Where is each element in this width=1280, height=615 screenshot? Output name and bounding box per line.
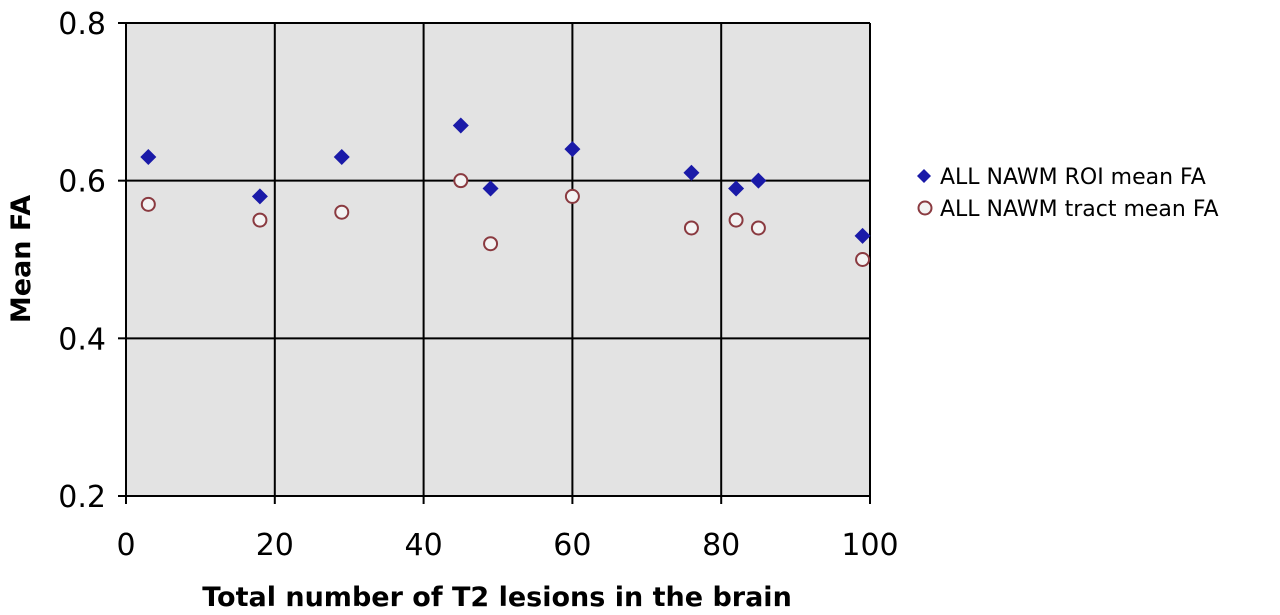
axes xyxy=(125,23,870,497)
tract-data-point xyxy=(334,204,350,220)
x-axis-title: Total number of T2 lesions in the brain xyxy=(202,582,792,613)
tract-data-point xyxy=(140,196,156,212)
tract-data-point xyxy=(483,236,499,252)
tract-data-point xyxy=(564,188,580,204)
roi-data-point xyxy=(750,172,767,189)
tract-data-point xyxy=(728,212,744,228)
y-tick-label: 0.8 xyxy=(58,7,106,42)
roi-data-point xyxy=(854,227,871,244)
tract-data-point xyxy=(252,212,268,228)
roi-data-point xyxy=(140,149,157,166)
roi-data-point xyxy=(452,117,469,134)
legend-label-tract: ALL NAWM tract mean FA xyxy=(940,197,1219,222)
legend-circle-marker xyxy=(917,200,933,216)
legend-item-roi: ALL NAWM ROI mean FA xyxy=(917,165,1206,190)
data-points xyxy=(140,117,871,267)
legend: ALL NAWM ROI mean FA ALL NAWM tract mean… xyxy=(917,165,1219,222)
roi-data-point xyxy=(683,164,700,181)
tract-data-point xyxy=(750,220,766,236)
y-axis-ticks: 0.2 0.4 0.6 0.8 xyxy=(58,7,126,515)
x-tick-label: 20 xyxy=(256,528,294,563)
y-tick-label: 0.4 xyxy=(58,322,106,357)
legend-label-roi: ALL NAWM ROI mean FA xyxy=(940,165,1206,190)
tract-data-point xyxy=(683,220,699,236)
tract-data-point xyxy=(453,173,469,189)
tract-data-point xyxy=(855,252,871,267)
roi-data-point xyxy=(564,141,581,158)
x-tick-label: 100 xyxy=(841,528,898,563)
x-tick-label: 80 xyxy=(702,528,740,563)
x-tick-label: 60 xyxy=(553,528,591,563)
roi-data-point xyxy=(482,180,499,197)
roi-data-point xyxy=(728,180,745,197)
y-tick-label: 0.2 xyxy=(58,480,106,515)
roi-data-point xyxy=(333,149,350,166)
plot-area-background xyxy=(126,23,870,496)
roi-data-point xyxy=(251,188,268,205)
x-axis-ticks: 0 20 40 60 80 100 xyxy=(116,496,899,563)
legend-item-tract: ALL NAWM tract mean FA xyxy=(917,197,1219,222)
y-axis-title: Mean FA xyxy=(6,195,37,323)
x-tick-label: 0 xyxy=(116,528,135,563)
x-tick-label: 40 xyxy=(405,528,443,563)
legend-diamond-marker xyxy=(917,169,931,183)
y-tick-label: 0.6 xyxy=(58,165,106,200)
